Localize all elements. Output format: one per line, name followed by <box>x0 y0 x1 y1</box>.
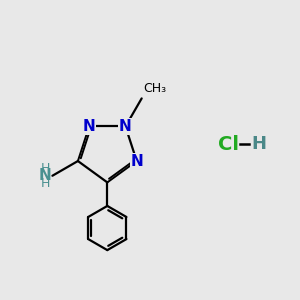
Text: H: H <box>41 162 50 175</box>
Text: H: H <box>252 135 267 153</box>
Text: N: N <box>39 168 52 183</box>
Text: N: N <box>83 119 95 134</box>
Text: H: H <box>41 177 50 190</box>
Text: Cl: Cl <box>218 135 239 154</box>
Text: N: N <box>119 119 132 134</box>
Text: CH₃: CH₃ <box>143 82 166 95</box>
Text: N: N <box>130 154 143 169</box>
